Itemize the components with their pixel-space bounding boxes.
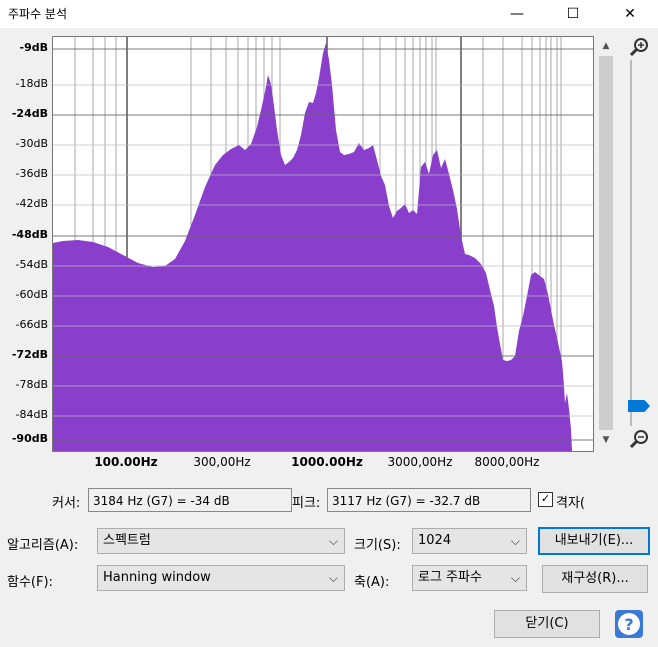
y-axis-label: -30dB	[15, 137, 49, 150]
axis-select[interactable]: 로그 주파수 ⌵	[412, 565, 527, 591]
x-axis-label: 3000,00Hz	[387, 455, 453, 469]
y-axis-label: -48dB	[11, 228, 48, 241]
axis-label: 축(A):	[354, 575, 390, 590]
x-axis-label: 100.00Hz	[94, 455, 158, 469]
chevron-down-icon: ⌵	[328, 534, 338, 548]
y-axis-label: -9dB	[19, 41, 48, 54]
y-axis-label: -90dB	[11, 432, 48, 445]
peak-readout: 3117 Hz (G7) = -32.7 dB	[327, 488, 531, 512]
function-select[interactable]: Hanning window ⌵	[97, 565, 345, 591]
zoom-out-icon[interactable]	[628, 428, 650, 450]
maximize-button[interactable]: ☐	[566, 6, 580, 22]
chevron-down-icon: ⌵	[510, 571, 520, 585]
close-button[interactable]: 닫기(C)	[494, 610, 600, 638]
export-button[interactable]: 내보내기(E)...	[538, 527, 650, 555]
window-title: 주파수 분석	[8, 7, 68, 21]
peak-label: 피크:	[292, 496, 321, 511]
scroll-thumb[interactable]	[599, 56, 613, 430]
cursor-label: 커서:	[52, 496, 81, 511]
algorithm-select[interactable]: 스펙트럼 ⌵	[97, 528, 345, 554]
y-axis-label: -36dB	[15, 167, 49, 180]
y-axis-label: -54dB	[15, 258, 49, 271]
algorithm-label: 알고리즘(A):	[7, 538, 79, 553]
size-value: 1024	[418, 533, 452, 548]
function-value: Hanning window	[103, 570, 211, 585]
y-axis-label: -60dB	[15, 288, 49, 301]
zoom-in-icon[interactable]	[628, 36, 650, 58]
close-window-button[interactable]: ✕	[624, 6, 636, 22]
chevron-down-icon: ⌵	[510, 534, 520, 548]
y-axis-label: -24dB	[11, 107, 48, 120]
scroll-up-arrow[interactable]: ▲	[602, 41, 610, 51]
y-axis-label: -18dB	[15, 77, 49, 90]
grid-label: 격자(	[556, 496, 585, 511]
grid-checkbox[interactable]: ✓	[538, 492, 553, 507]
y-axis-label: -78dB	[15, 378, 49, 391]
chevron-down-icon: ⌵	[328, 571, 338, 585]
axis-value: 로그 주파수	[418, 570, 482, 585]
y-axis-label: -84dB	[15, 408, 49, 421]
spectrum-svg	[53, 37, 593, 451]
plot-scrollbar[interactable]: ▲ ▼	[597, 36, 615, 450]
help-icon: ?	[618, 613, 640, 635]
title-bar: 주파수 분석 — ☐ ✕	[0, 0, 658, 28]
scroll-down-arrow[interactable]: ▼	[602, 435, 610, 445]
replot-button[interactable]: 재구성(R)...	[542, 565, 648, 593]
minimize-button[interactable]: —	[510, 6, 524, 22]
function-label: 함수(F):	[7, 575, 53, 590]
x-axis-label: 300,00Hz	[193, 455, 251, 469]
cursor-readout: 3184 Hz (G7) = -34 dB	[88, 488, 292, 512]
size-select[interactable]: 1024 ⌵	[412, 528, 527, 554]
y-axis-label: -72dB	[11, 348, 48, 361]
size-label: 크기(S):	[354, 538, 401, 553]
zoom-slider-track[interactable]	[630, 60, 632, 426]
y-axis-label: -66dB	[15, 318, 49, 331]
x-axis-label: 8000,00Hz	[474, 455, 540, 469]
y-axis-label: -42dB	[15, 197, 49, 210]
horizontal-grid	[53, 48, 593, 441]
x-axis-label: 1000.00Hz	[291, 455, 363, 469]
zoom-slider-thumb[interactable]	[628, 400, 650, 412]
algorithm-value: 스펙트럼	[103, 533, 151, 548]
spectrum-area	[53, 43, 572, 451]
help-button[interactable]: ?	[615, 610, 643, 638]
spectrum-plot[interactable]	[52, 36, 594, 452]
